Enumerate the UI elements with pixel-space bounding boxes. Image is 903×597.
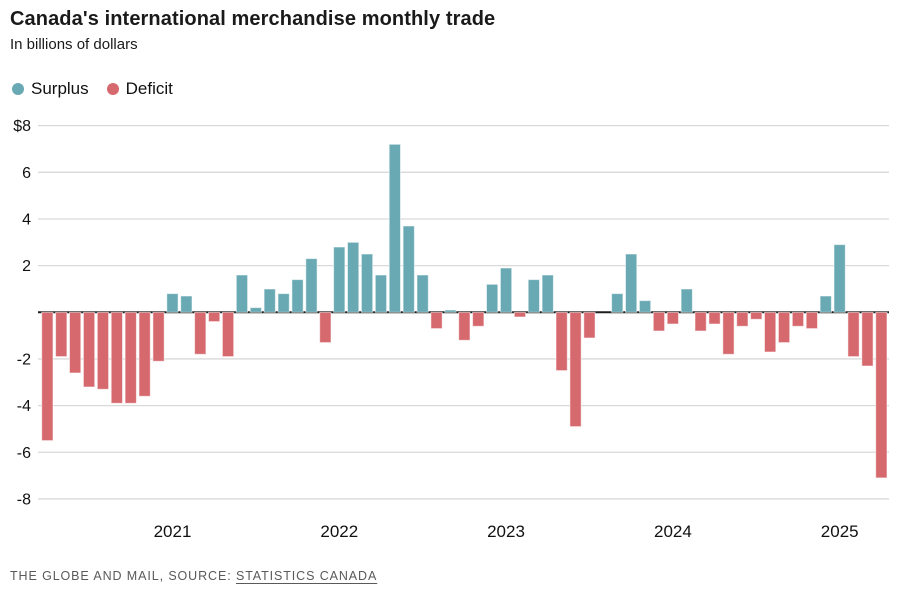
bar-2023-04 bbox=[541, 274, 554, 313]
bar-2022-09 bbox=[444, 309, 457, 313]
x-axis-year-label: 2023 bbox=[487, 522, 525, 541]
bar-2024-01 bbox=[666, 311, 680, 325]
bar-2022-12 bbox=[486, 283, 499, 313]
bar-2020-11 bbox=[138, 311, 151, 397]
bar-2021-03 bbox=[194, 311, 207, 355]
bar-2022-01 bbox=[333, 246, 346, 313]
bar-2025-01 bbox=[833, 244, 846, 313]
bar-2024-08 bbox=[764, 311, 777, 353]
bar-2021-09 bbox=[277, 293, 290, 313]
source-link[interactable]: STATISTICS CANADA bbox=[235, 569, 378, 583]
y-axis-tick-label: -4 bbox=[17, 398, 31, 415]
bar-2022-10 bbox=[458, 311, 471, 341]
surplus-dot-icon bbox=[12, 83, 24, 95]
bar-2023-06 bbox=[569, 311, 582, 428]
bar-2020-09 bbox=[110, 311, 123, 404]
x-axis-year-label: 2021 bbox=[154, 522, 192, 541]
bar-2022-08 bbox=[430, 311, 443, 330]
footer-credit-text: THE GLOBE AND MAIL, SOURCE: bbox=[10, 569, 236, 583]
x-axis-year-label: 2022 bbox=[320, 522, 358, 541]
x-axis-year-label: 2025 bbox=[821, 522, 859, 541]
bar-2020-04 bbox=[41, 311, 54, 442]
bar-2021-05 bbox=[221, 311, 235, 358]
bar-2022-06 bbox=[402, 225, 415, 313]
bar-2020-05 bbox=[55, 311, 68, 358]
bar-2024-03 bbox=[694, 311, 707, 332]
bar-2023-11 bbox=[638, 300, 652, 313]
bar-2025-04 bbox=[875, 311, 888, 479]
bar-2023-03 bbox=[527, 279, 541, 313]
bar-2022-11 bbox=[472, 311, 485, 327]
bar-2023-12 bbox=[652, 311, 666, 332]
footer-credit: THE GLOBE AND MAIL, SOURCE: STATISTICS C… bbox=[10, 569, 377, 583]
bar-2021-04 bbox=[208, 311, 221, 323]
bar-2024-07 bbox=[750, 311, 763, 320]
bar-2020-12 bbox=[152, 311, 165, 362]
bar-2024-02 bbox=[680, 288, 693, 313]
bar-2021-06 bbox=[235, 274, 249, 313]
bar-2020-07 bbox=[82, 311, 96, 388]
bar-2021-08 bbox=[263, 288, 276, 313]
bar-2022-05 bbox=[388, 143, 402, 313]
legend-label-surplus: Surplus bbox=[31, 79, 89, 98]
bar-2021-07 bbox=[249, 307, 262, 313]
bar-2023-01 bbox=[499, 267, 513, 313]
bar-2021-01 bbox=[166, 293, 179, 313]
y-axis-tick-label: 6 bbox=[22, 165, 31, 182]
bar-2023-05 bbox=[555, 311, 568, 372]
y-axis-tick-label: 2 bbox=[22, 258, 31, 275]
bar-2025-03 bbox=[861, 311, 874, 367]
legend-item-deficit: Deficit bbox=[106, 79, 173, 99]
bar-2023-10 bbox=[625, 253, 638, 313]
bar-2023-02 bbox=[513, 311, 527, 318]
bar-2023-07 bbox=[583, 311, 596, 339]
x-axis-year-label: 2024 bbox=[654, 522, 692, 541]
bar-2024-12 bbox=[819, 295, 832, 313]
bar-2024-06 bbox=[736, 311, 749, 327]
bar-2025-02 bbox=[847, 311, 860, 358]
bar-2020-06 bbox=[69, 311, 82, 374]
y-axis-tick-label: 4 bbox=[22, 211, 31, 228]
bar-2024-11 bbox=[805, 311, 819, 330]
bar-2022-03 bbox=[360, 253, 374, 313]
bar-2022-07 bbox=[416, 274, 429, 313]
y-axis-tick-label: -8 bbox=[17, 491, 31, 508]
bar-2020-08 bbox=[96, 311, 110, 390]
bar-2021-10 bbox=[291, 279, 304, 313]
y-axis-tick-label: -6 bbox=[17, 445, 31, 462]
chart-subtitle: In billions of dollars bbox=[10, 36, 138, 53]
bar-2021-02 bbox=[180, 295, 193, 313]
bar-2023-09 bbox=[611, 293, 624, 313]
legend-label-deficit: Deficit bbox=[125, 79, 173, 98]
chart-title: Canada's international merchandise month… bbox=[10, 8, 496, 30]
deficit-dot-icon bbox=[106, 83, 119, 95]
chart-legend: Surplus Deficit bbox=[12, 79, 173, 99]
legend-item-surplus: Surplus bbox=[12, 79, 89, 99]
bar-2024-09 bbox=[777, 311, 791, 344]
bar-2024-10 bbox=[791, 311, 805, 327]
bar-2021-11 bbox=[305, 258, 318, 313]
bar-2021-12 bbox=[319, 311, 332, 344]
bar-2024-05 bbox=[722, 311, 735, 355]
y-axis-tick-label: -2 bbox=[17, 351, 31, 368]
y-axis-tick-label: $8 bbox=[13, 118, 31, 135]
bar-2020-10 bbox=[124, 311, 137, 404]
bar-2022-04 bbox=[374, 274, 388, 313]
bar-2024-04 bbox=[708, 311, 721, 325]
bar-2022-02 bbox=[347, 241, 360, 313]
